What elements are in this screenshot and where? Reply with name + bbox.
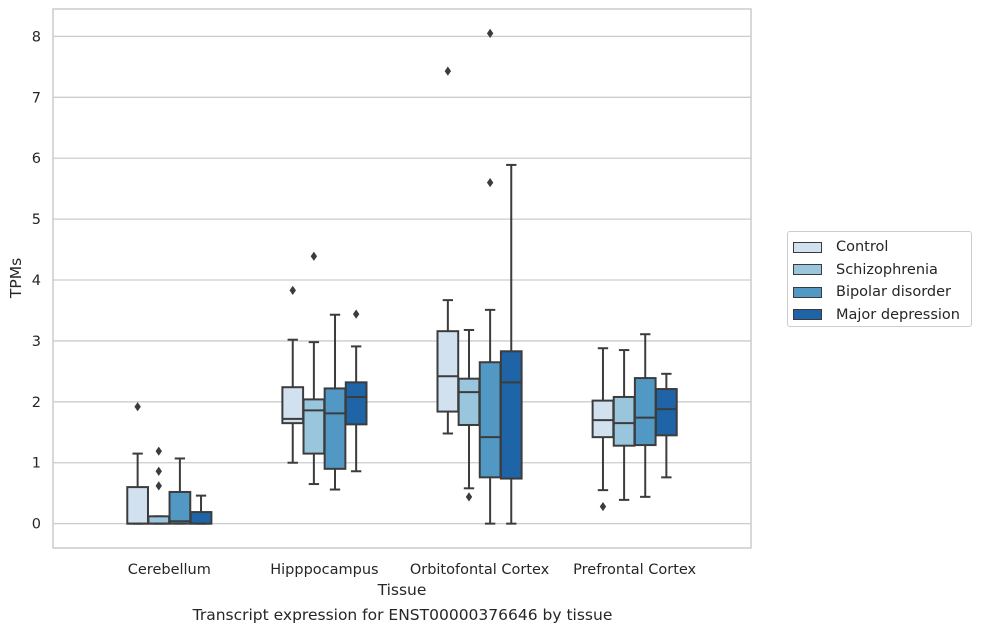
box <box>436 330 460 413</box>
box-group <box>147 446 171 525</box>
outlier-point <box>465 492 473 502</box>
box <box>344 381 368 426</box>
outlier-point <box>310 251 318 261</box>
box-group <box>344 309 368 473</box>
legend-swatch <box>793 286 822 298</box>
box <box>168 490 192 525</box>
box-group <box>655 372 678 479</box>
y-tick-label: 5 <box>32 212 41 228</box>
box-group <box>499 163 523 525</box>
grid-layer <box>53 35 751 525</box>
y-tick-label: 3 <box>32 334 41 350</box>
box <box>323 387 347 470</box>
box <box>499 350 523 480</box>
legend-label: Major depression <box>836 306 960 323</box>
legend-label: Schizophrenia <box>836 261 938 278</box>
box <box>591 399 615 439</box>
legend: Control Schizophrenia Bipolar disorder M… <box>787 231 972 327</box>
box <box>126 486 149 525</box>
outlier-point <box>134 402 141 412</box>
y-tick-label: 2 <box>32 395 41 411</box>
box-group <box>478 28 502 525</box>
outlier-point <box>289 285 296 295</box>
y-tick-label: 1 <box>32 456 41 472</box>
box-group <box>612 349 636 501</box>
x-tick-label: Prefrontal Cortex <box>573 562 696 578</box>
legend-item: Control <box>793 236 971 259</box>
box-group <box>633 333 657 498</box>
outlier-point <box>486 177 494 188</box>
legend-swatch <box>793 309 822 321</box>
y-tick-label: 7 <box>32 90 41 106</box>
x-tick-labels: Cerebellum Hipppocampus Orbitofontal Corte… <box>128 562 697 578</box>
box-group <box>302 251 326 486</box>
plot-frame <box>52 8 752 549</box>
box <box>281 386 305 425</box>
outlier-point <box>444 66 452 76</box>
box <box>655 388 678 437</box>
outlier-point <box>155 481 162 491</box>
x-tick-label: Hipppocampus <box>270 562 378 578</box>
y-axis-title: TPMs <box>7 258 25 299</box>
x-tick-label: Orbitofontal Cortex <box>410 562 550 578</box>
outlier-point <box>352 309 360 319</box>
y-tick-label: 6 <box>32 151 41 167</box>
y-tick-label: 0 <box>32 517 41 533</box>
x-axis-title: Tissue <box>377 581 427 599</box>
box <box>478 361 502 479</box>
legend-item: Bipolar disorder <box>793 281 971 304</box>
outlier-point <box>155 446 162 456</box>
outlier-point <box>486 28 494 38</box>
x-tick-label: Cerebellum <box>128 562 211 578</box>
box-group <box>168 457 192 525</box>
box <box>612 395 636 447</box>
box <box>457 377 481 426</box>
legend-swatch <box>793 264 822 276</box>
legend-item: Major depression <box>793 304 971 327</box>
legend-swatch <box>793 241 822 253</box>
y-tick-label: 4 <box>32 273 41 289</box>
legend-label: Control <box>836 239 889 256</box>
box-group <box>323 313 347 491</box>
outlier-point <box>155 466 162 476</box>
box-group <box>189 494 213 525</box>
y-tick-labels: 0 1 2 3 4 5 6 7 8 <box>32 29 41 532</box>
box <box>147 515 171 525</box>
box-group <box>457 328 481 502</box>
plot-layer <box>126 28 678 525</box>
box-group <box>436 66 460 435</box>
box-group <box>591 347 615 512</box>
chart-caption: Transcript expression for ENST0000037664… <box>192 606 613 624</box>
box <box>633 377 657 447</box>
box <box>302 398 326 455</box>
box-group <box>126 402 149 525</box>
box-group <box>281 285 305 464</box>
legend-item: Schizophrenia <box>793 259 971 282</box>
box <box>189 511 213 525</box>
outlier-point <box>599 501 607 512</box>
legend-label: Bipolar disorder <box>836 284 951 301</box>
y-tick-label: 8 <box>32 29 41 45</box>
